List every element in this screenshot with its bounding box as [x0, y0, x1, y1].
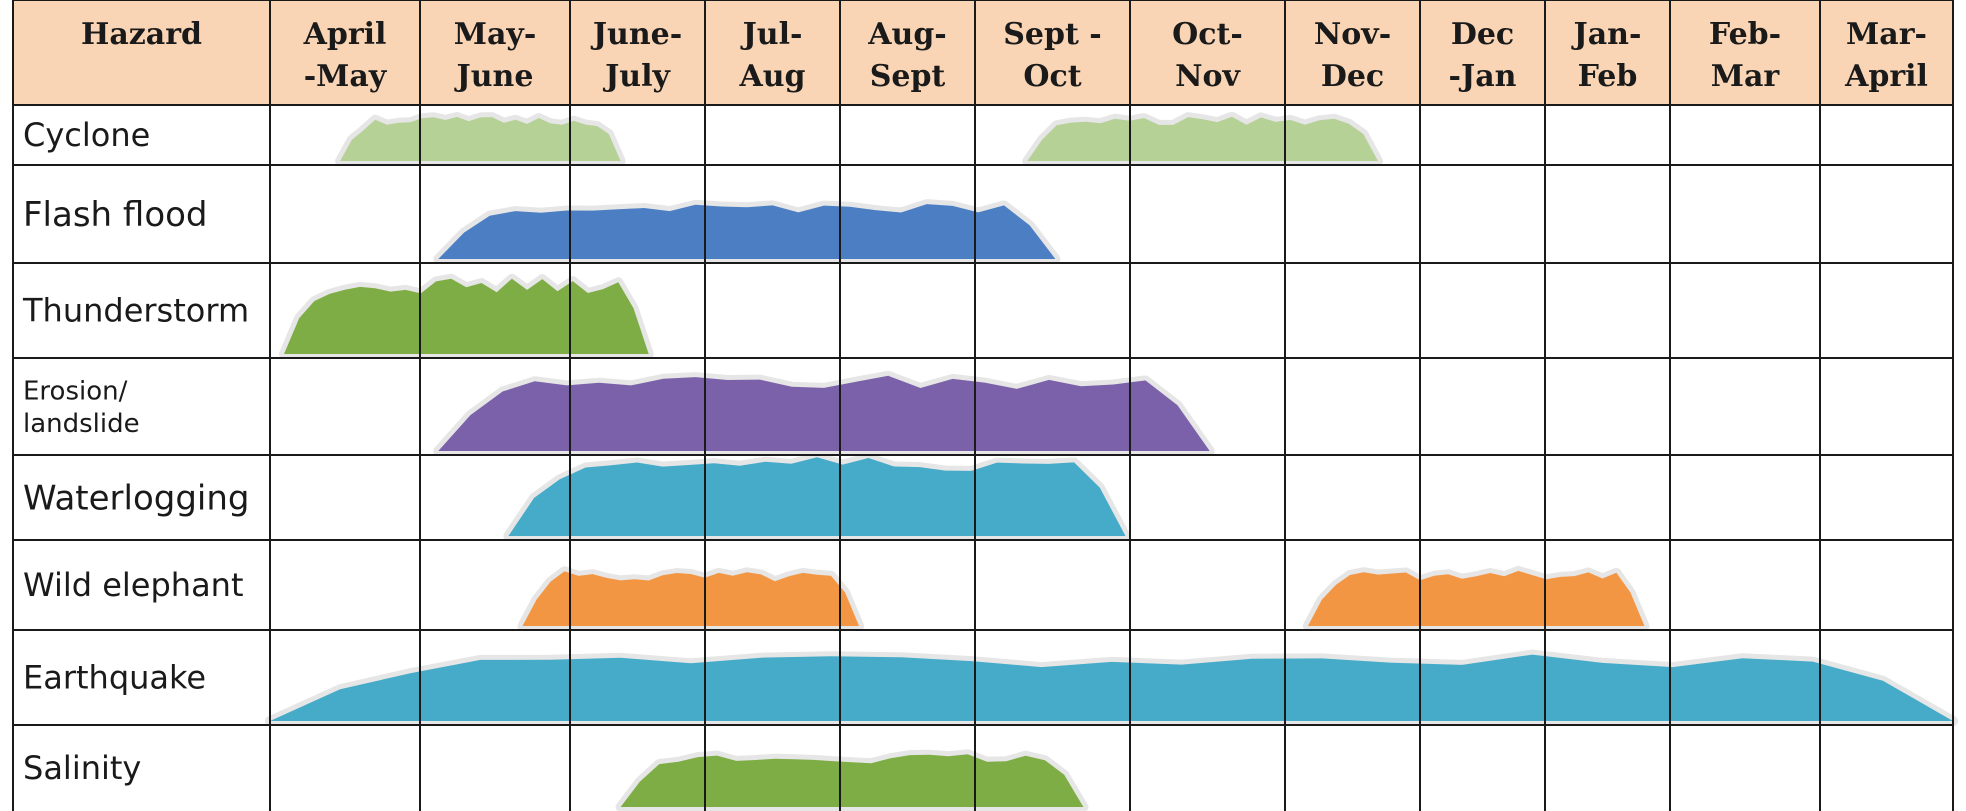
- hazard-row-5: Waterlogging: [23, 452, 1131, 541]
- hazard-row-4: Erosion/landslide: [23, 370, 1215, 456]
- hazard-label-7: Earthquake: [23, 659, 206, 697]
- header-month-2: May-June: [454, 17, 537, 94]
- hazard-label-4: Erosion/landslide: [23, 376, 140, 439]
- header-month-3: June-July: [590, 17, 682, 94]
- hazard-band-3-1: [284, 278, 649, 354]
- hazard-band-7-1: [270, 654, 1953, 721]
- header-month-12: Mar-April: [1844, 17, 1928, 94]
- hazard-row-6: Wild elephant: [23, 565, 1650, 631]
- header-month-4: Jul-Aug: [738, 17, 805, 94]
- hazard-label-2: Flash flood: [23, 195, 208, 235]
- hazard-band-2-1: [438, 204, 1056, 259]
- header-month-5: Aug-Sept: [867, 17, 947, 94]
- header-month-6: Sept -Oct: [1003, 17, 1101, 94]
- hazard-band-5-1: [508, 457, 1126, 536]
- hazard-band-6-2: [1307, 570, 1645, 626]
- hazard-row-7: Earthquake: [23, 649, 1958, 726]
- header-month-7: Oct-Nov: [1172, 17, 1243, 94]
- hazard-label-5: Waterlogging: [23, 478, 250, 518]
- hazard-label-8: Salinity: [23, 749, 141, 787]
- hazard-row-1: Cyclone: [23, 111, 1383, 166]
- hazard-row-2: Flash flood: [23, 195, 1061, 264]
- header-month-10: Jan-Feb: [1571, 17, 1642, 94]
- header-month-1: April -May: [303, 17, 388, 94]
- hazard-band-1-1: [340, 116, 621, 161]
- header-month-9: Dec -Jan: [1449, 17, 1517, 94]
- hazard-label-1: Cyclone: [23, 116, 150, 154]
- grid: [12, 0, 1954, 811]
- header-month-11: Feb-Mar: [1709, 17, 1781, 94]
- hazard-band-1-2: [1027, 116, 1378, 161]
- hazard-band-4-1: [438, 375, 1210, 451]
- header-month-8: Nov-Dec: [1314, 17, 1391, 94]
- hazard-row-8: Salinity: [23, 749, 1089, 811]
- hazard-band-6-1: [522, 571, 860, 626]
- hazard-label-3: Thunderstorm: [22, 292, 249, 330]
- hazard-row-3: Thunderstorm: [22, 273, 654, 359]
- hazard-label-6: Wild elephant: [23, 566, 244, 604]
- hazard-band-8-1: [620, 754, 1084, 807]
- header-hazard: Hazard: [81, 17, 202, 52]
- header-background: [13, 0, 1953, 105]
